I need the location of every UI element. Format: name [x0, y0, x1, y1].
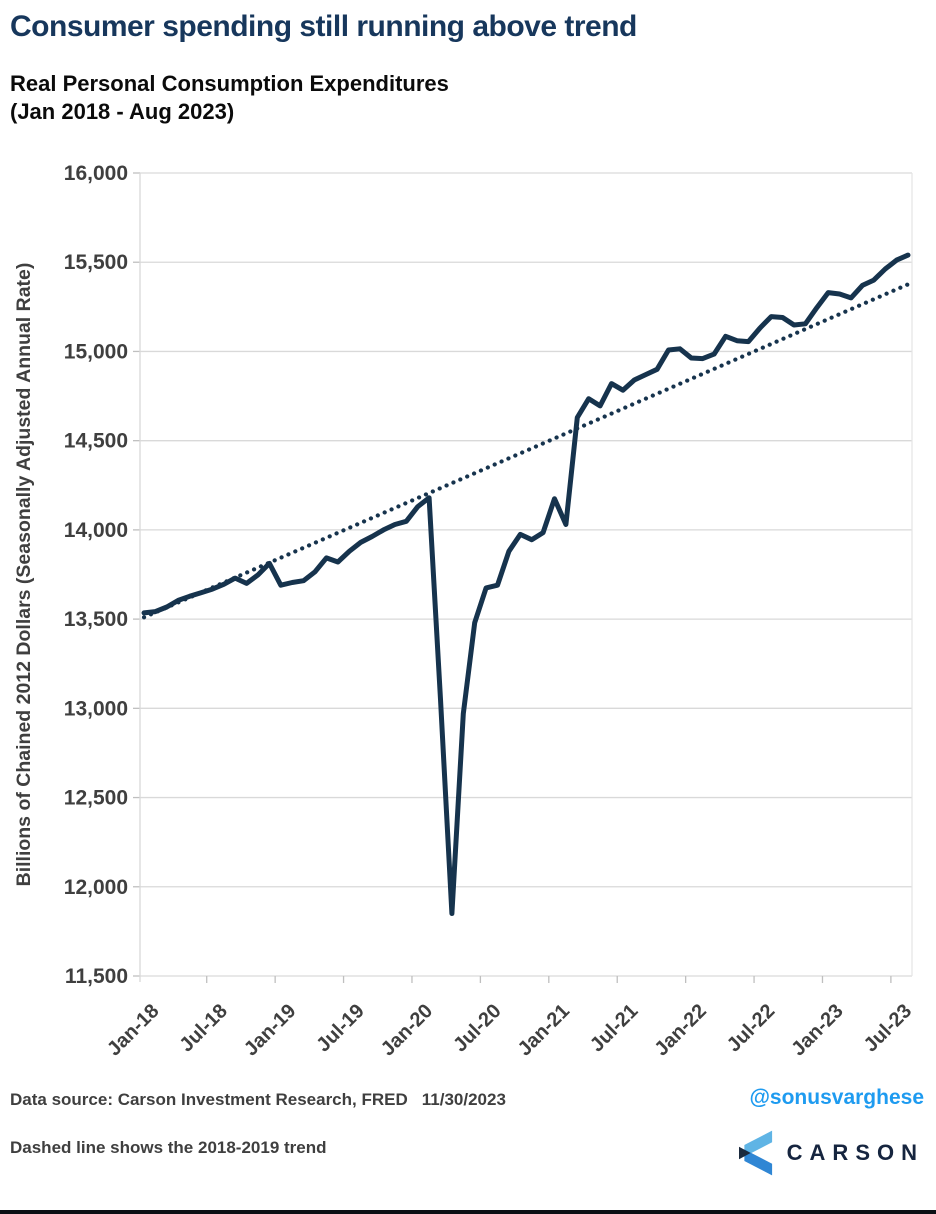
pce-data-line — [141, 252, 911, 916]
pce-line-chart: 11,500 12,000 12,500 13,000 13,500 14,000 14,5… — [0, 145, 936, 1080]
data-source-label: Data source: Carson Investment Research,… — [10, 1090, 408, 1109]
x-tick-label: Jan-20 — [377, 1000, 437, 1060]
x-tick-label: Jul-23 — [860, 1000, 916, 1056]
y-tick-label: 11,500 — [65, 965, 128, 988]
x-tick-label: Jan-22 — [651, 1000, 711, 1060]
trend-note-text: Dashed line shows the 2018-2019 trend — [10, 1138, 327, 1157]
y-tick-label: 15,500 — [64, 251, 128, 274]
carson-logo-icon — [738, 1130, 772, 1176]
page-title: Consumer spending still running above tr… — [10, 10, 637, 43]
chart-footer: Data source: Carson Investment Research,… — [0, 1082, 936, 1210]
y-tick-label: 14,500 — [64, 430, 128, 453]
data-source-text: Data source: Carson Investment Research,… — [10, 1090, 506, 1110]
chart-header: Consumer spending still running above tr… — [10, 10, 926, 126]
y-tick-label: 13,500 — [64, 608, 128, 631]
carson-logo-text: CARSON — [786, 1140, 924, 1165]
chart-subtitle-line1: Real Personal Consumption Expenditures — [10, 71, 449, 96]
carson-logo: CARSON — [738, 1130, 924, 1176]
y-tick-label: 14,000 — [64, 519, 128, 542]
x-tick-label: Jan-18 — [103, 1000, 163, 1060]
x-tick-label: Jan-21 — [514, 1000, 574, 1060]
x-tick-label: Jul-21 — [586, 1000, 642, 1056]
y-tick-label: 12,000 — [64, 876, 128, 899]
y-tick-label: 15,000 — [64, 340, 128, 363]
y-axis-title: Billions of Chained 2012 Dollars (Season… — [13, 263, 35, 887]
y-tick-label: 13,000 — [64, 697, 128, 720]
chart-subtitle: Real Personal Consumption Expenditures (… — [10, 70, 926, 126]
y-tick-label: 16,000 — [64, 162, 128, 185]
x-tick-label: Jul-20 — [449, 1000, 505, 1056]
x-tick-label: Jan-23 — [787, 1000, 847, 1060]
x-tick-label: Jul-19 — [312, 1000, 368, 1056]
trend-dotted-line — [141, 282, 911, 620]
x-tick-label: Jul-22 — [723, 1000, 779, 1056]
y-tick-label: 12,500 — [64, 787, 128, 810]
chart-subtitle-line2: (Jan 2018 - Aug 2023) — [10, 99, 235, 125]
x-tick-label: Jul-18 — [176, 1000, 232, 1056]
twitter-handle-link[interactable]: @sonusvarghese — [749, 1086, 924, 1109]
x-tick-label: Jan-19 — [240, 1000, 300, 1060]
data-source-date: 11/30/2023 — [421, 1090, 506, 1109]
